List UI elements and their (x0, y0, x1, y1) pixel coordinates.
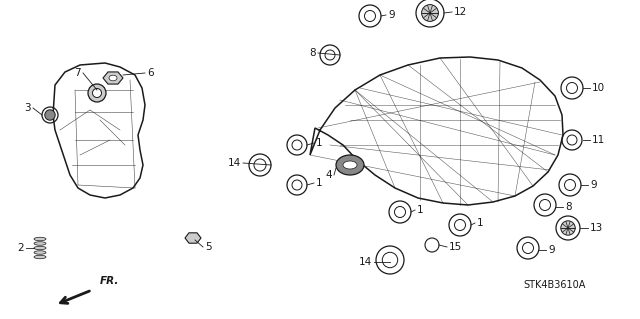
Text: 8: 8 (565, 202, 572, 212)
Ellipse shape (336, 155, 364, 175)
Text: 15: 15 (449, 242, 462, 252)
Ellipse shape (561, 221, 575, 235)
Ellipse shape (88, 84, 106, 102)
Text: 14: 14 (359, 257, 372, 267)
Text: 1: 1 (417, 205, 424, 215)
Polygon shape (103, 72, 123, 84)
Text: 9: 9 (548, 245, 555, 255)
Ellipse shape (34, 251, 46, 254)
Text: 12: 12 (454, 7, 467, 17)
Text: 6: 6 (147, 68, 154, 78)
Ellipse shape (343, 161, 357, 169)
Text: 1: 1 (477, 218, 484, 228)
Ellipse shape (422, 4, 438, 21)
Polygon shape (310, 57, 563, 205)
Text: 1: 1 (316, 138, 323, 148)
Text: FR.: FR. (100, 276, 120, 286)
Text: 10: 10 (592, 83, 605, 93)
Polygon shape (53, 63, 145, 198)
Polygon shape (185, 233, 201, 243)
Ellipse shape (45, 110, 55, 120)
Text: 9: 9 (388, 10, 395, 20)
Ellipse shape (109, 75, 117, 81)
Text: 7: 7 (74, 68, 81, 78)
Text: STK4B3610A: STK4B3610A (524, 280, 586, 290)
Text: 4: 4 (325, 170, 332, 180)
Text: 1: 1 (316, 178, 323, 188)
Ellipse shape (34, 242, 46, 245)
Ellipse shape (34, 237, 46, 241)
Ellipse shape (425, 238, 439, 252)
Ellipse shape (34, 246, 46, 250)
Ellipse shape (93, 88, 102, 98)
Text: 8: 8 (309, 48, 316, 58)
Text: 5: 5 (205, 242, 212, 252)
Text: 13: 13 (590, 223, 604, 233)
Text: 14: 14 (228, 158, 241, 168)
Text: 2: 2 (17, 243, 24, 253)
Ellipse shape (34, 255, 46, 259)
Text: 9: 9 (590, 180, 596, 190)
Text: 11: 11 (592, 135, 605, 145)
Text: 3: 3 (24, 103, 31, 113)
